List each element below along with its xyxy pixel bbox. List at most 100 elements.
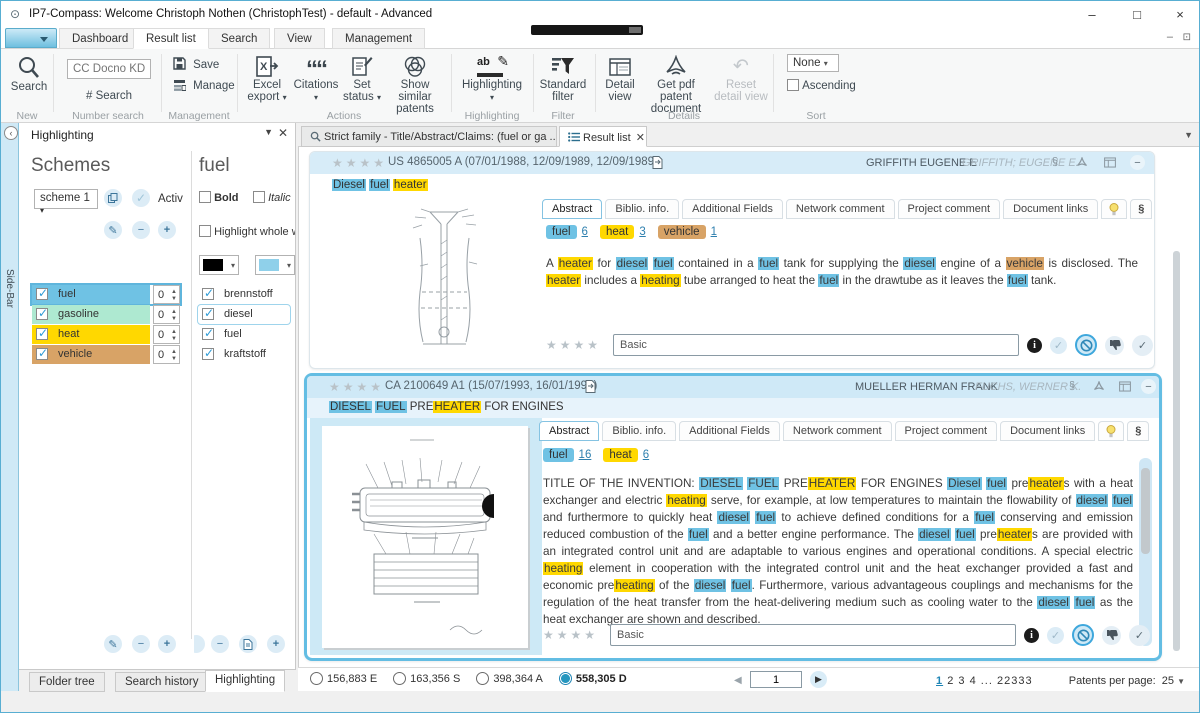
remove-keyword-button[interactable]: − (132, 635, 150, 653)
tab-document-links[interactable]: Document links (1000, 421, 1096, 441)
panel-close-icon[interactable]: ✕ (277, 126, 288, 140)
tab-search[interactable]: Search (208, 28, 271, 49)
keyword-row[interactable]: ✓ fuel (198, 325, 290, 344)
tab-folder-tree[interactable]: Folder tree (29, 672, 105, 692)
tab-additional-fields[interactable]: Additional Fields (682, 199, 783, 219)
remove-term-button[interactable]: − (211, 635, 229, 653)
rating-stars[interactable]: ★★★★ (332, 156, 388, 170)
edit-scheme-button[interactable]: ✎ (104, 221, 122, 239)
app-menu-button[interactable] (5, 28, 57, 48)
per-page-control[interactable]: Patents per page: 25 ▼ (1068, 675, 1185, 687)
close-button[interactable]: × (1176, 7, 1184, 22)
chip-count-link[interactable]: 1 (710, 226, 717, 238)
checkbox-icon[interactable] (36, 348, 48, 360)
block-icon[interactable] (1072, 624, 1095, 646)
document-icon[interactable] (652, 156, 663, 169)
get-pdf-button[interactable]: Get pdf patent document (643, 55, 709, 115)
citations-button[interactable]: ““ Citations ▾ (293, 56, 339, 102)
italic-checkbox[interactable]: Italic (253, 191, 295, 204)
status-input[interactable] (613, 334, 1020, 356)
prev-page-icon[interactable]: ◀ (734, 675, 742, 686)
chip-count-link[interactable]: 6 (581, 226, 588, 238)
confirm-icon[interactable]: ✓ (1132, 334, 1154, 356)
tab-project-comment[interactable]: Project comment (897, 199, 1001, 219)
tab-search-history[interactable]: Search history (115, 672, 209, 692)
radio-e[interactable]: 156,883 E (310, 672, 377, 685)
pdf-icon[interactable] (1093, 381, 1105, 393)
abstract-scrollbar[interactable] (1139, 458, 1152, 646)
number-search-button[interactable]: # Search (85, 90, 133, 102)
patent-card-2-selected[interactable]: ★★★★ CA 2100649 A1 (15/07/1993, 16/01/19… (304, 373, 1162, 661)
add-scheme-button[interactable]: + (158, 221, 176, 239)
close-tab-icon[interactable]: ✕ (635, 132, 645, 144)
detail-view-icon[interactable] (1104, 157, 1116, 168)
approve-muted-icon[interactable]: ✓ (1050, 336, 1068, 354)
collapse-card-icon[interactable]: − (1141, 379, 1156, 394)
checkbox-icon[interactable] (36, 288, 48, 300)
tab-view[interactable]: View (274, 28, 325, 49)
count-spinner[interactable]: 0 ▲ ▼ (153, 305, 180, 324)
pdf-icon[interactable] (1076, 157, 1088, 169)
bold-checkbox[interactable]: Bold (199, 191, 245, 204)
set-status-button[interactable]: Set status ▾ (343, 55, 381, 103)
checkbox-icon[interactable] (36, 328, 48, 340)
rating-stars[interactable]: ★★★★ (546, 338, 602, 352)
excel-export-button[interactable]: X Excel export ▾ (245, 55, 289, 103)
next-page-icon[interactable]: ▶ (810, 671, 827, 688)
block-icon[interactable] (1075, 334, 1098, 356)
rating-stars[interactable]: ★★★★ (329, 380, 385, 394)
chip-count-link[interactable]: 6 (642, 449, 650, 461)
search-button[interactable]: Search (7, 55, 51, 93)
radio-s[interactable]: 163,356 S (393, 672, 460, 685)
page-link-current[interactable]: 1 (936, 675, 944, 687)
maximize-button[interactable]: □ (1133, 7, 1141, 22)
add-term-button[interactable]: + (267, 635, 285, 653)
scheme-select[interactable]: scheme 1 ▾ (34, 189, 98, 215)
radio-d-selected[interactable]: 558,305 D (558, 672, 627, 685)
info-icon[interactable]: i (1027, 337, 1043, 353)
status-input[interactable] (610, 624, 1017, 646)
sort-order-select[interactable]: None ▾ (787, 54, 839, 72)
ascending-checkbox[interactable]: Ascending (787, 79, 856, 92)
count-spinner[interactable]: 0 ▲ ▼ (153, 325, 180, 344)
tab-result-list-doc[interactable]: Result list ✕ (559, 126, 647, 147)
detail-view-icon[interactable] (1119, 381, 1131, 392)
tab-legal[interactable]: § (1130, 199, 1153, 219)
add-keyword-button[interactable]: + (158, 635, 176, 653)
main-scrollbar-thumb[interactable] (1173, 251, 1180, 651)
legal-status-icon[interactable]: § (1052, 156, 1059, 168)
page-link-last[interactable]: 22333 (996, 675, 1033, 687)
tab-additional-fields[interactable]: Additional Fields (679, 421, 780, 441)
collapse-sidebar-button[interactable]: ‹ (4, 126, 18, 140)
highlighting-button[interactable]: ab ✎ Highlighting ▾ (461, 53, 523, 102)
tab-document-links[interactable]: Document links (1003, 199, 1099, 219)
tab-highlighting[interactable]: Highlighting (205, 670, 286, 692)
pin-ribbon-icon[interactable]: ⊡ (1182, 32, 1191, 43)
tab-result-list[interactable]: Result list (133, 28, 209, 49)
page-link[interactable]: 4 (969, 675, 977, 687)
tab-management[interactable]: Management (332, 28, 426, 49)
manage-button[interactable]: Manage (173, 78, 235, 92)
thumb-down-icon[interactable] (1105, 335, 1125, 355)
scheme-row-heat[interactable]: ✓ heat 0 ▲ ▼ (32, 325, 180, 344)
confirm-icon[interactable]: ✓ (1129, 624, 1151, 646)
chip-count-link[interactable]: 16 (578, 449, 592, 461)
whole-word-checkbox[interactable]: Highlight whole w (199, 225, 295, 238)
thumb-down-icon[interactable] (1102, 625, 1122, 645)
tab-network-comment[interactable]: Network comment (782, 421, 892, 441)
detail-view-button[interactable]: Detail view (601, 55, 639, 103)
scrollbar-thumb[interactable] (1141, 468, 1150, 554)
patent-card-1[interactable]: ★★★★ US 4865005 A (07/01/1988, 12/09/198… (309, 151, 1155, 369)
approve-muted-icon[interactable]: ✓ (1047, 626, 1065, 644)
tab-network-comment[interactable]: Network comment (785, 199, 895, 219)
keyword-row-selected[interactable]: ✓ diesel (197, 304, 291, 325)
tab-biblio[interactable]: Biblio. info. (605, 199, 680, 219)
reset-detail-view-button[interactable]: ↶ Reset detail view (714, 56, 768, 103)
count-spinner[interactable]: 0 ▲ ▼ (153, 285, 180, 304)
tab-legal[interactable]: § (1127, 421, 1150, 441)
apply-scheme-button[interactable]: ✓ (132, 189, 150, 207)
radio-a[interactable]: 398,364 A (476, 672, 543, 685)
page-link[interactable]: 3 (958, 675, 966, 687)
tab-project-comment[interactable]: Project comment (894, 421, 998, 441)
panel-chevron-down-icon[interactable]: ▼ (264, 127, 273, 137)
